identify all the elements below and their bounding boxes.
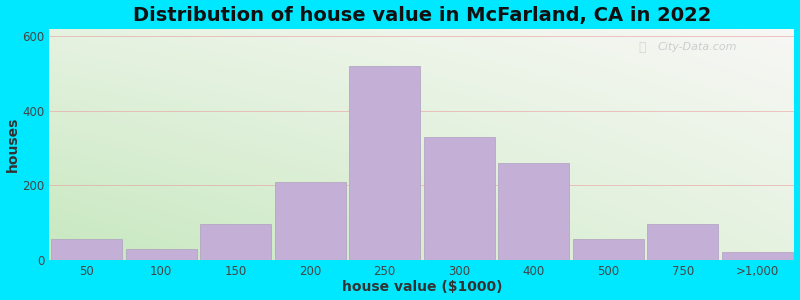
Text: City-Data.com: City-Data.com	[658, 42, 738, 52]
Bar	[350, 66, 420, 260]
Bar	[498, 163, 569, 260]
Bar	[647, 224, 718, 260]
Bar	[51, 239, 122, 260]
Y-axis label: houses: houses	[6, 117, 19, 172]
Text: ⦾: ⦾	[638, 41, 646, 54]
X-axis label: house value ($1000): house value ($1000)	[342, 280, 502, 294]
Bar	[722, 252, 793, 260]
Bar	[573, 239, 643, 260]
Title: Distribution of house value in McFarland, CA in 2022: Distribution of house value in McFarland…	[133, 6, 711, 25]
Bar	[275, 182, 346, 260]
Bar	[424, 137, 494, 260]
Bar	[126, 249, 197, 260]
Bar	[200, 224, 271, 260]
